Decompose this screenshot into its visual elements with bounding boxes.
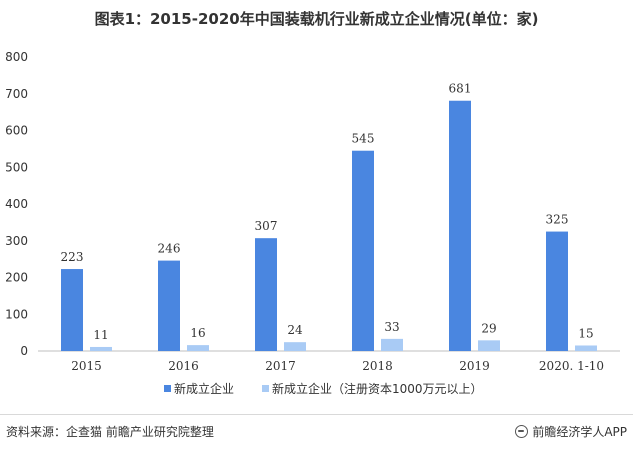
- bar-new-companies: [449, 100, 471, 351]
- data-label: 33: [384, 320, 399, 334]
- bar-new-companies: [546, 231, 568, 351]
- data-label: 29: [481, 321, 496, 335]
- x-tick-label: 2017: [265, 359, 296, 373]
- bar-new-companies-10m-plus: [478, 340, 500, 351]
- y-tick-label: 200: [5, 271, 28, 285]
- brand-name: 前瞻经济学人APP: [532, 425, 627, 439]
- y-tick-label: 700: [5, 87, 28, 101]
- bar-chart: 0 100 200 300 400 500 600 700 800 2015 223 11 2016 24…: [5, 50, 620, 396]
- y-tick-label: 100: [5, 307, 28, 321]
- data-label: 307: [255, 219, 278, 233]
- y-tick-label: 400: [5, 197, 28, 211]
- bar-new-companies-10m-plus: [575, 345, 597, 351]
- y-tick-label: 500: [5, 160, 28, 174]
- data-label: 24: [287, 323, 303, 337]
- chart-title: 图表1：2015-2020年中国装载机行业新成立企业情况(单位：家): [94, 10, 539, 28]
- bar-new-companies-10m-plus: [381, 338, 403, 351]
- bar-new-companies: [352, 150, 374, 351]
- y-tick-label: 800: [5, 50, 28, 64]
- y-tick-label: 600: [5, 124, 28, 138]
- bar-new-companies-10m-plus: [187, 345, 209, 351]
- x-tick-label: 2018: [362, 359, 393, 373]
- y-tick-label: 300: [5, 234, 28, 248]
- y-tick-label: 0: [20, 344, 28, 358]
- footer: 资料来源：企查猫 前瞻产业研究院整理 前瞻经济学人APP: [0, 414, 633, 451]
- data-label: 681: [449, 82, 472, 96]
- data-label: 223: [61, 250, 84, 264]
- legend-label: 新成立企业: [174, 381, 234, 396]
- bar-new-companies: [61, 269, 83, 351]
- data-label: 15: [578, 326, 593, 340]
- legend-swatch: [262, 385, 269, 392]
- source-note: 资料来源：企查猫 前瞻产业研究院整理: [6, 425, 214, 439]
- x-tick-label: 2019: [459, 359, 490, 373]
- data-label: 325: [546, 213, 569, 227]
- x-tick-label: 2016: [168, 359, 199, 373]
- brand-logo-icon: [515, 425, 529, 438]
- data-label: 11: [93, 328, 108, 342]
- bar-new-companies-10m-plus: [284, 342, 306, 351]
- data-label: 545: [352, 132, 375, 146]
- legend-swatch: [164, 385, 171, 392]
- x-tick-label: 2020. 1-10: [539, 359, 604, 373]
- brand: 前瞻经济学人APP: [515, 423, 627, 440]
- bar-new-companies-10m-plus: [90, 346, 112, 351]
- data-label: 246: [158, 242, 181, 256]
- x-tick-label: 2015: [71, 359, 102, 373]
- bar-new-companies: [255, 238, 277, 351]
- data-label: 16: [190, 326, 205, 340]
- bar-new-companies: [158, 260, 180, 351]
- legend-label: 新成立企业（注册资本1000万元以上）: [272, 381, 483, 396]
